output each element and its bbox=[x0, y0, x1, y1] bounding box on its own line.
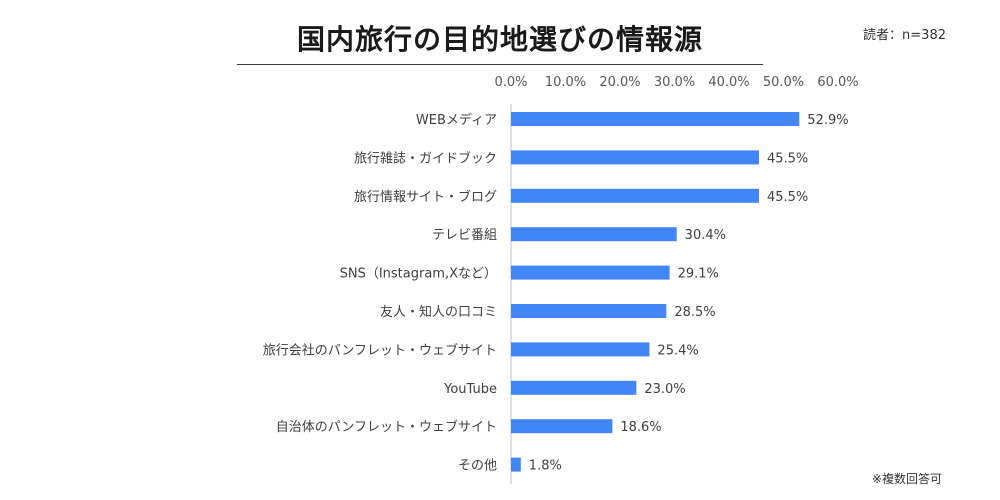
data-label: 30.4% bbox=[685, 228, 726, 243]
bar bbox=[511, 265, 670, 280]
x-tick-label: 50.0% bbox=[763, 75, 804, 90]
category-label: その他 bbox=[458, 459, 497, 474]
footnote: ※複数回答可 bbox=[871, 472, 942, 486]
category-label: SNS（Instagram,Xなど） bbox=[340, 267, 497, 282]
data-label: 1.8% bbox=[529, 459, 562, 474]
data-label: 23.0% bbox=[644, 382, 685, 397]
x-tick-label: 30.0% bbox=[654, 75, 695, 90]
data-label: 28.5% bbox=[674, 305, 715, 320]
data-label: 52.9% bbox=[807, 113, 848, 128]
x-tick-label: 0.0% bbox=[494, 75, 527, 90]
bar bbox=[511, 188, 759, 203]
category-label: 旅行会社のパンフレット・ウェブサイト bbox=[263, 342, 497, 358]
category-label: 旅行雑誌・ガイドブック bbox=[354, 150, 497, 166]
title-underline bbox=[237, 64, 763, 65]
bar bbox=[511, 380, 637, 395]
chart-title: 国内旅行の目的地選びの情報源 bbox=[296, 23, 703, 56]
x-tick-label: 40.0% bbox=[708, 75, 749, 90]
x-axis-ticks: 0.0% 10.0% 20.0% 30.0% 40.0% 50.0% 60.0% bbox=[494, 75, 858, 90]
bar bbox=[511, 112, 800, 126]
data-label: 18.6% bbox=[620, 420, 661, 435]
bar bbox=[511, 227, 677, 242]
category-label: 友人・知人の口コミ bbox=[380, 304, 497, 320]
x-tick-label: 20.0% bbox=[599, 75, 640, 90]
bars bbox=[511, 112, 800, 472]
data-label: 25.4% bbox=[657, 343, 698, 358]
category-label: YouTube bbox=[443, 382, 497, 397]
bar bbox=[511, 419, 613, 434]
category-label: 旅行情報サイト・ブログ bbox=[354, 189, 497, 205]
value-labels: 52.9% 45.5% 45.5% 30.4% 29.1% 28.5% 25.4% 23.0%… bbox=[529, 113, 849, 474]
sample-size-label: 読者：n=382 bbox=[863, 28, 946, 43]
category-label: 自治体のパンフレット・ウェブサイト bbox=[276, 419, 497, 435]
category-label: WEBメディア bbox=[416, 112, 497, 128]
bar bbox=[511, 304, 667, 318]
bar bbox=[511, 342, 650, 357]
category-label: テレビ番組 bbox=[432, 228, 497, 243]
data-label: 29.1% bbox=[678, 267, 719, 282]
x-tick-label: 10.0% bbox=[545, 75, 586, 90]
x-tick-label: 60.0% bbox=[817, 75, 858, 90]
data-label: 45.5% bbox=[767, 151, 808, 166]
data-label: 45.5% bbox=[767, 190, 808, 205]
bar bbox=[511, 150, 759, 165]
bar bbox=[511, 457, 521, 472]
